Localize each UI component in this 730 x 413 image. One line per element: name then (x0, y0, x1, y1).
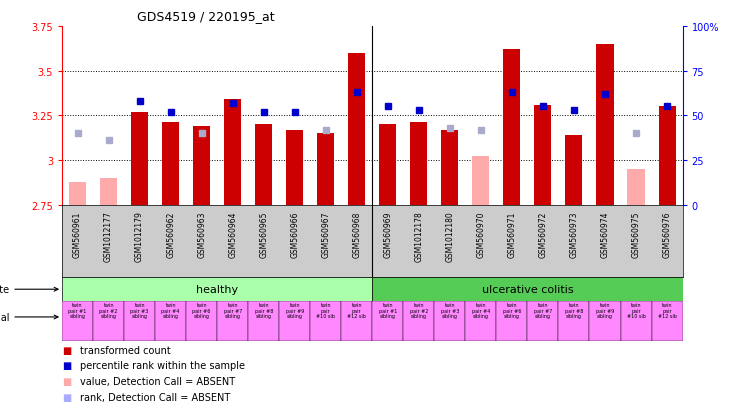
Text: twin
pair #8
sibling: twin pair #8 sibling (565, 303, 583, 318)
Text: GSM560961: GSM560961 (73, 211, 82, 257)
Bar (596, 45, 613, 205)
Text: ■: ■ (62, 345, 72, 355)
Text: twin
pair #7
sibling: twin pair #7 sibling (223, 303, 242, 318)
Bar (528, 301, 558, 341)
Bar (162, 123, 179, 205)
Text: GSM560972: GSM560972 (539, 211, 548, 257)
Text: twin
pair #9
sibling: twin pair #9 sibling (285, 303, 304, 318)
Bar (131, 112, 148, 205)
Text: GSM1012178: GSM1012178 (415, 211, 423, 262)
Text: twin
pair #4
sibling: twin pair #4 sibling (472, 303, 490, 318)
Text: ■: ■ (62, 376, 72, 386)
Bar (62, 278, 372, 301)
Bar (372, 278, 683, 301)
Bar (534, 105, 551, 205)
Text: twin
pair #3
sibling: twin pair #3 sibling (131, 303, 149, 318)
Bar (558, 301, 590, 341)
Bar (652, 301, 683, 341)
Bar (193, 127, 210, 205)
Bar (62, 301, 93, 341)
Bar (628, 170, 645, 205)
Bar (380, 125, 396, 205)
Text: disease state: disease state (0, 285, 58, 294)
Bar (280, 301, 310, 341)
Text: twin
pair #6
sibling: twin pair #6 sibling (193, 303, 211, 318)
Bar (404, 301, 434, 341)
Text: GSM560962: GSM560962 (166, 211, 175, 257)
Bar (442, 131, 458, 205)
Text: GSM560974: GSM560974 (601, 211, 610, 257)
Text: GSM560976: GSM560976 (663, 211, 672, 257)
Text: twin
pair
#10 sib: twin pair #10 sib (316, 303, 335, 318)
Text: twin
pair #9
sibling: twin pair #9 sibling (596, 303, 614, 318)
Text: percentile rank within the sample: percentile rank within the sample (80, 361, 245, 370)
Text: value, Detection Call = ABSENT: value, Detection Call = ABSENT (80, 376, 235, 386)
Bar (410, 123, 427, 205)
Text: GSM560970: GSM560970 (477, 211, 485, 257)
Bar (620, 301, 652, 341)
Text: GSM560965: GSM560965 (259, 211, 268, 257)
Text: GSM1012179: GSM1012179 (135, 211, 144, 262)
Bar (224, 100, 241, 205)
Bar (466, 301, 496, 341)
Bar (372, 301, 404, 341)
Text: GSM560968: GSM560968 (353, 211, 361, 257)
Text: ulcerative colitis: ulcerative colitis (482, 285, 573, 294)
Bar (348, 54, 365, 205)
Text: healthy: healthy (196, 285, 238, 294)
Text: twin
pair #2
sibling: twin pair #2 sibling (99, 303, 118, 318)
Text: GSM1012180: GSM1012180 (445, 211, 454, 262)
Text: twin
pair
#10 sib: twin pair #10 sib (626, 303, 645, 318)
Bar (566, 136, 583, 205)
Text: GDS4519 / 220195_at: GDS4519 / 220195_at (137, 9, 274, 23)
Bar (318, 134, 334, 205)
Bar (186, 301, 218, 341)
Text: twin
pair
#12 sib: twin pair #12 sib (347, 303, 366, 318)
Bar (124, 301, 155, 341)
Text: transformed count: transformed count (80, 345, 171, 355)
Text: twin
pair #7
sibling: twin pair #7 sibling (534, 303, 552, 318)
Bar (342, 301, 372, 341)
Text: twin
pair #6
sibling: twin pair #6 sibling (503, 303, 521, 318)
Text: twin
pair #8
sibling: twin pair #8 sibling (255, 303, 273, 318)
Text: GSM560963: GSM560963 (197, 211, 206, 257)
Text: ■: ■ (62, 361, 72, 370)
Text: twin
pair #3
sibling: twin pair #3 sibling (441, 303, 459, 318)
Text: GSM560973: GSM560973 (569, 211, 578, 257)
Bar (504, 50, 520, 205)
Text: individual: individual (0, 312, 58, 322)
Bar (472, 157, 489, 205)
Text: twin
pair
#12 sib: twin pair #12 sib (658, 303, 677, 318)
Bar (286, 131, 303, 205)
Bar (248, 301, 280, 341)
Bar (69, 182, 86, 205)
Bar (590, 301, 620, 341)
Text: GSM560964: GSM560964 (228, 211, 237, 257)
Text: twin
pair #1
sibling: twin pair #1 sibling (379, 303, 397, 318)
Text: GSM1012177: GSM1012177 (104, 211, 113, 262)
Text: GSM560967: GSM560967 (321, 211, 330, 257)
Text: ■: ■ (62, 392, 72, 402)
Bar (434, 301, 466, 341)
Bar (496, 301, 528, 341)
Text: GSM560966: GSM560966 (291, 211, 299, 257)
Bar (93, 301, 124, 341)
Bar (155, 301, 186, 341)
Bar (218, 301, 248, 341)
Text: GSM560971: GSM560971 (507, 211, 516, 257)
Text: twin
pair #1
sibling: twin pair #1 sibling (69, 303, 87, 318)
Text: GSM560969: GSM560969 (383, 211, 392, 257)
Bar (310, 301, 342, 341)
Text: twin
pair #4
sibling: twin pair #4 sibling (161, 303, 180, 318)
Text: GSM560975: GSM560975 (631, 211, 640, 257)
Text: twin
pair #2
sibling: twin pair #2 sibling (410, 303, 428, 318)
Bar (658, 107, 675, 205)
Bar (100, 178, 117, 205)
Bar (255, 125, 272, 205)
Text: rank, Detection Call = ABSENT: rank, Detection Call = ABSENT (80, 392, 231, 402)
